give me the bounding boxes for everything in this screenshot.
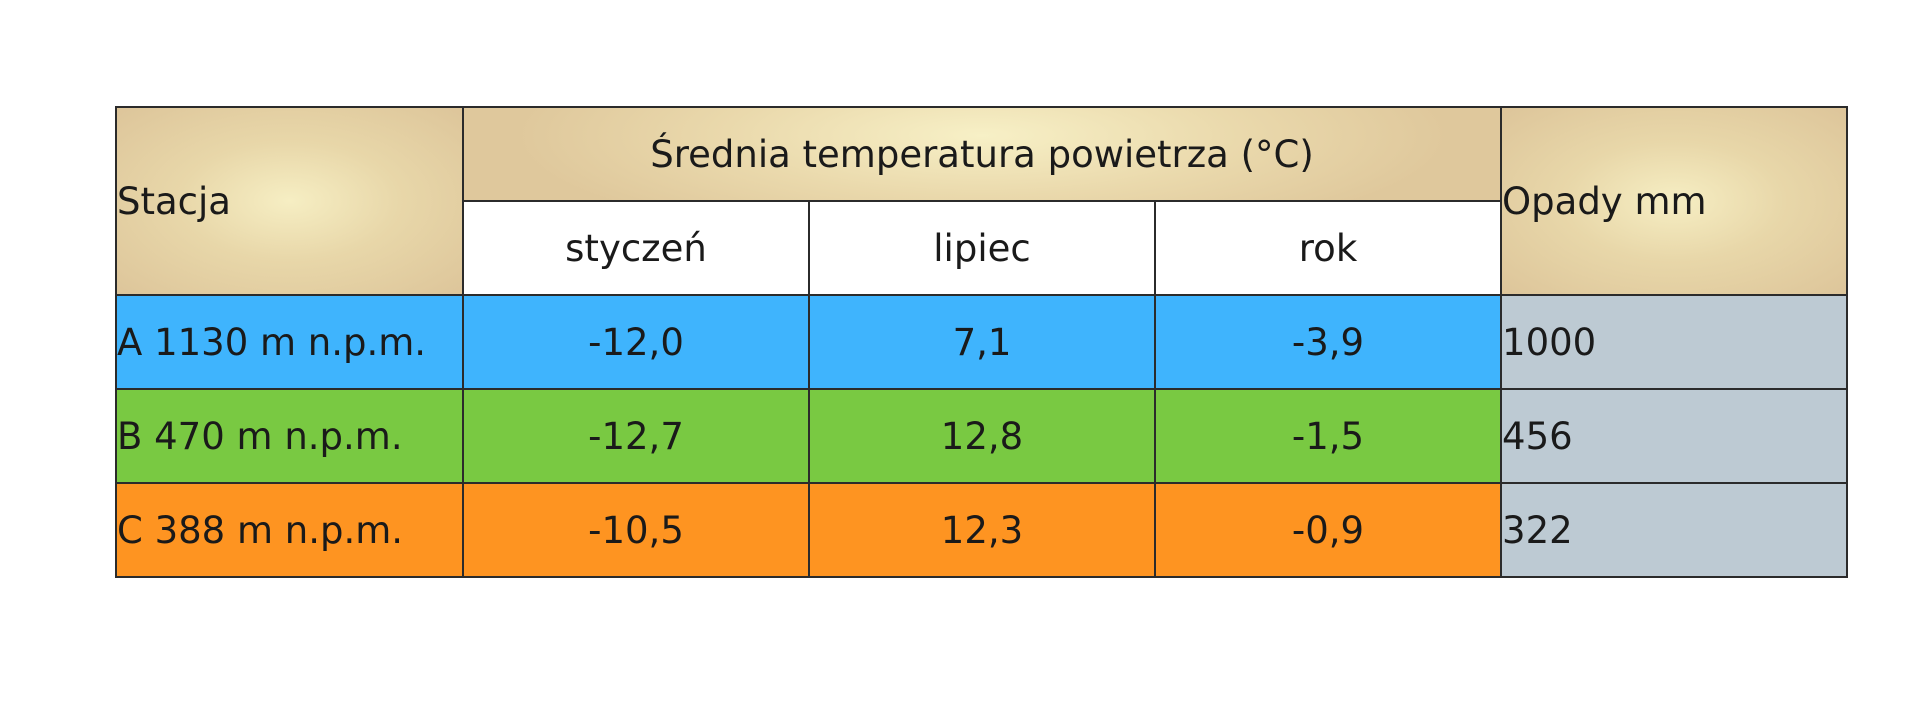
july-cell: 12,3 bbox=[808, 482, 1156, 578]
table-row-c: C 388 m n.p.m. -10,5 12,3 -0,9 322 bbox=[115, 482, 1849, 578]
table-row-a: A 1130 m n.p.m. -12,0 7,1 -3,9 1000 bbox=[115, 294, 1849, 390]
subheader-row: styczeń lipiec rok bbox=[116, 200, 1847, 296]
header-row: Stacja Średnia temperatura powietrza (°C… bbox=[115, 106, 1849, 296]
precipitation-cell: 1000 bbox=[1500, 294, 1849, 390]
year-cell: -0,9 bbox=[1153, 482, 1503, 578]
january-cell: -10,5 bbox=[462, 482, 810, 578]
header-july: lipiec bbox=[808, 200, 1156, 296]
table-row-b: B 470 m n.p.m. -12,7 12,8 -1,5 456 bbox=[115, 388, 1849, 484]
station-cell: C 388 m n.p.m. bbox=[115, 482, 464, 578]
header-january: styczeń bbox=[462, 200, 810, 296]
station-cell: B 470 m n.p.m. bbox=[115, 388, 464, 484]
precipitation-cell: 456 bbox=[1500, 388, 1849, 484]
precipitation-cell: 322 bbox=[1500, 482, 1849, 578]
january-cell: -12,0 bbox=[462, 294, 810, 390]
july-cell: 12,8 bbox=[808, 388, 1156, 484]
station-cell: A 1130 m n.p.m. bbox=[115, 294, 464, 390]
year-cell: -1,5 bbox=[1153, 388, 1503, 484]
climate-table: Stacja Średnia temperatura powietrza (°C… bbox=[115, 106, 1849, 578]
year-cell: -3,9 bbox=[1153, 294, 1503, 390]
header-station: Stacja bbox=[115, 106, 464, 296]
july-cell: 7,1 bbox=[808, 294, 1156, 390]
january-cell: -12,7 bbox=[462, 388, 810, 484]
header-year: rok bbox=[1153, 200, 1503, 296]
header-precipitation: Opady mm bbox=[1500, 106, 1849, 296]
header-temperature-group: Średnia temperatura powietrza (°C) bbox=[461, 106, 1503, 202]
